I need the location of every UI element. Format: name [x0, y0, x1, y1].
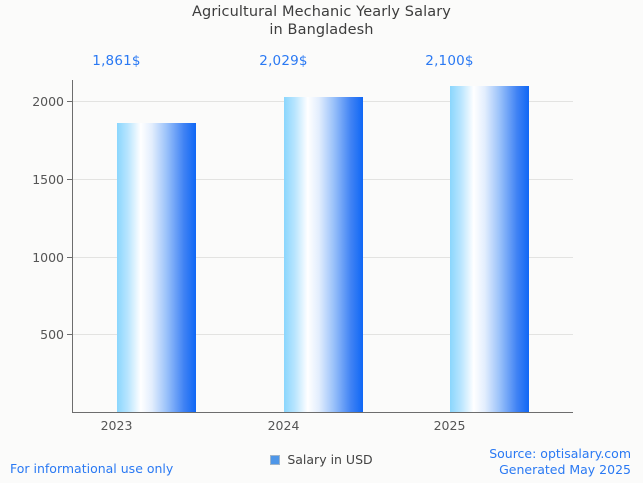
x-tick-label-2024: 2024: [267, 418, 300, 433]
x-tick-label-2023: 2023: [100, 418, 133, 433]
source-text: Source: optisalary.com: [489, 446, 631, 461]
tick-mark-500: [67, 334, 72, 335]
y-tick-label-1000: 1000: [32, 250, 64, 265]
y-tick-label-2000: 2000: [32, 94, 64, 109]
source-attribution: Source: optisalary.com Generated May 202…: [489, 446, 631, 477]
legend-label-salary-in-usd: Salary in USD: [287, 452, 373, 467]
y-tick-label-1500: 1500: [32, 172, 64, 187]
plot-area: [67, 80, 573, 412]
bar-2023[interactable]: [117, 123, 196, 412]
bar-2025[interactable]: [450, 86, 529, 412]
bar-value-label-2023: 1,861$: [92, 53, 141, 69]
y-axis-line: [72, 80, 73, 413]
chart-title-line-1: Agricultural Mechanic Yearly Salary: [192, 4, 451, 20]
chart-legend: Salary in USD: [0, 453, 643, 466]
x-tick-label-2025: 2025: [433, 418, 466, 433]
generated-date-text: Generated May 2025: [499, 461, 631, 477]
bar-value-label-2024: 2,029$: [259, 53, 308, 69]
tick-mark-2000: [67, 101, 72, 102]
tick-mark-1500: [67, 179, 72, 180]
bar-value-label-2025: 2,100$: [425, 53, 474, 69]
chart-title-line-2: in Bangladesh: [269, 22, 374, 38]
bar-2024[interactable]: [284, 97, 363, 412]
chart-title: Agricultural Mechanic Yearly Salary in B…: [0, 3, 643, 39]
y-tick-label-500: 500: [40, 327, 64, 342]
legend-swatch-icon: [270, 454, 281, 465]
tick-mark-1000: [67, 257, 72, 258]
disclaimer-text: For informational use only: [10, 461, 174, 476]
x-axis-line: [72, 412, 573, 413]
